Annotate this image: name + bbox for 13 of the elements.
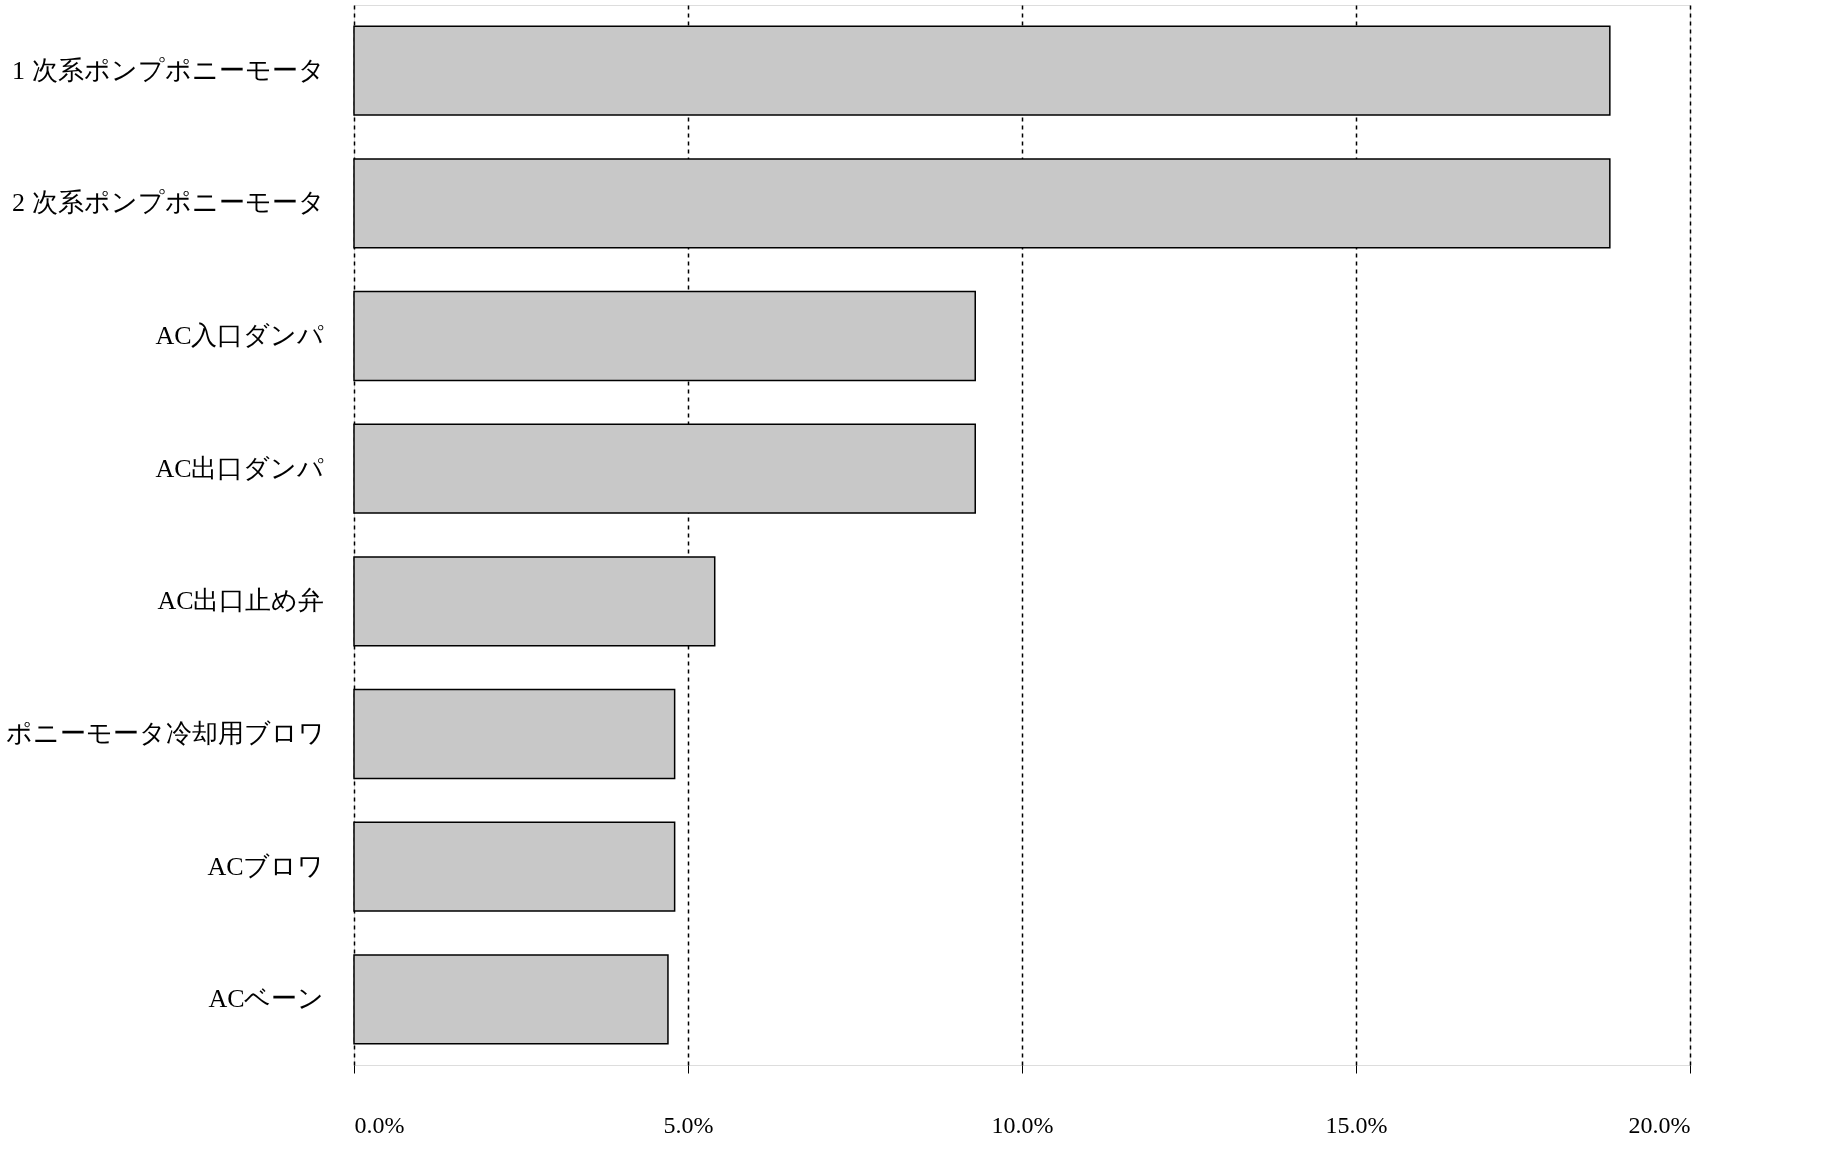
x-tick-label: 0.0% — [354, 1111, 405, 1138]
x-tick-label: 5.0% — [663, 1111, 714, 1138]
y-tick-label: ACベーン — [208, 984, 325, 1014]
x-tick-label: 10.0% — [991, 1111, 1054, 1138]
y-tick-label: AC出口ダンパ — [155, 453, 325, 483]
y-tick-label: AC出口止め弁 — [157, 586, 325, 616]
y-tick-label: AC入口ダンパ — [155, 321, 325, 350]
y-tick-label: 1 次系ポンプポニーモータ — [12, 55, 325, 85]
x-tick-label: 15.0% — [1325, 1111, 1388, 1138]
y-tick-label: 2 次系ポンプポニーモータ — [12, 188, 325, 218]
y-tick-label: ACブロワ — [207, 851, 325, 881]
x-tick-label: 20.0% — [1628, 1111, 1691, 1138]
y-tick-label: ポニーモータ冷却用ブロワ — [5, 719, 325, 748]
